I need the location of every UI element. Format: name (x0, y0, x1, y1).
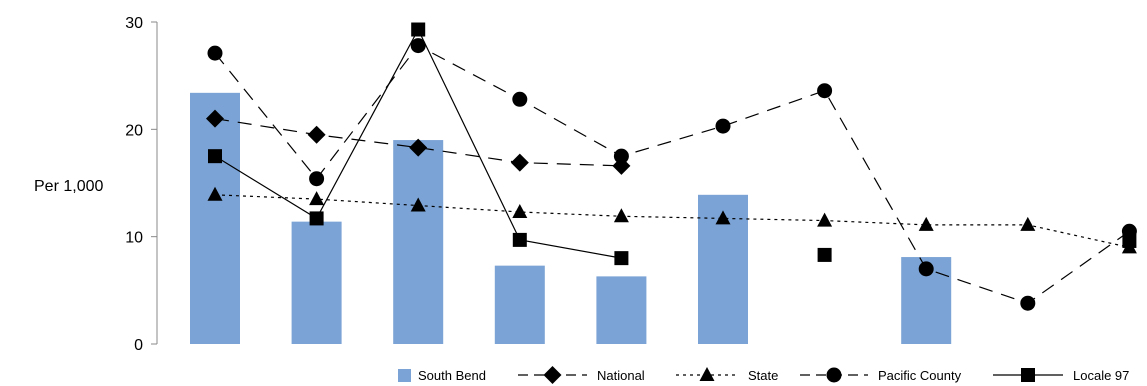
legend-marker-national (543, 366, 562, 384)
marker-pacific-county (410, 38, 426, 54)
line-state (214, 194, 1130, 248)
marker-national (409, 138, 428, 157)
marker-pacific-county (715, 118, 731, 134)
marker-state (410, 197, 426, 212)
bar (596, 276, 647, 344)
marker-pacific-county (512, 91, 528, 107)
legend-label-south-bend: South Bend (418, 368, 486, 383)
y-tick-label: 0 (134, 337, 143, 354)
series-lines (214, 28, 1130, 304)
marker-locale-97 (512, 232, 527, 247)
marker-locale-97 (411, 22, 426, 37)
legend-label-state: State (748, 368, 778, 383)
legend-label-pacific-county: Pacific County (878, 368, 962, 383)
bar (291, 221, 342, 344)
marker-national (206, 109, 224, 128)
marker-state (613, 208, 629, 223)
y-tick-label: 30 (125, 15, 143, 32)
marker-pacific-county (1020, 295, 1036, 311)
legend-label-national: National (597, 368, 645, 383)
line-pacific-county (214, 44, 1130, 304)
y-tick-label: 20 (125, 122, 143, 139)
legend-label-locale-97: Locale 97 (1073, 368, 1129, 383)
marker-national (510, 153, 529, 172)
legend-swatch-south-bend (398, 369, 411, 382)
axes: 0 10 20 30 (125, 15, 158, 354)
marker-state (715, 210, 731, 225)
legend: South Bend National State Pacific County Loc… (398, 366, 1129, 384)
marker-pacific-county (613, 148, 629, 164)
marker-locale-97 (309, 211, 324, 226)
bar (393, 140, 444, 344)
marker-locale-97 (1122, 233, 1137, 248)
marker-state (1020, 216, 1036, 231)
marker-locale-97 (817, 247, 832, 262)
y-tick-label: 10 (125, 230, 143, 247)
marker-state (817, 212, 833, 227)
marker-state (512, 203, 528, 218)
marker-national (307, 125, 326, 144)
legend-marker-pacific-county (826, 367, 842, 383)
series-markers (206, 22, 1137, 311)
marker-state (207, 186, 223, 201)
marker-pacific-county (918, 261, 934, 277)
legend-marker-state (699, 367, 715, 381)
marker-state (309, 191, 325, 206)
bar (190, 92, 240, 344)
legend-marker-locale-97 (1021, 368, 1035, 382)
marker-pacific-county (817, 83, 833, 99)
marker-locale-97 (208, 149, 222, 164)
bars (190, 92, 952, 344)
marker-pacific-county (207, 45, 223, 61)
bar (494, 265, 545, 344)
y-axis-label: Per 1,000 (34, 178, 103, 195)
marker-state (918, 216, 934, 231)
marker-locale-97 (614, 251, 629, 266)
marker-pacific-county (309, 171, 325, 187)
